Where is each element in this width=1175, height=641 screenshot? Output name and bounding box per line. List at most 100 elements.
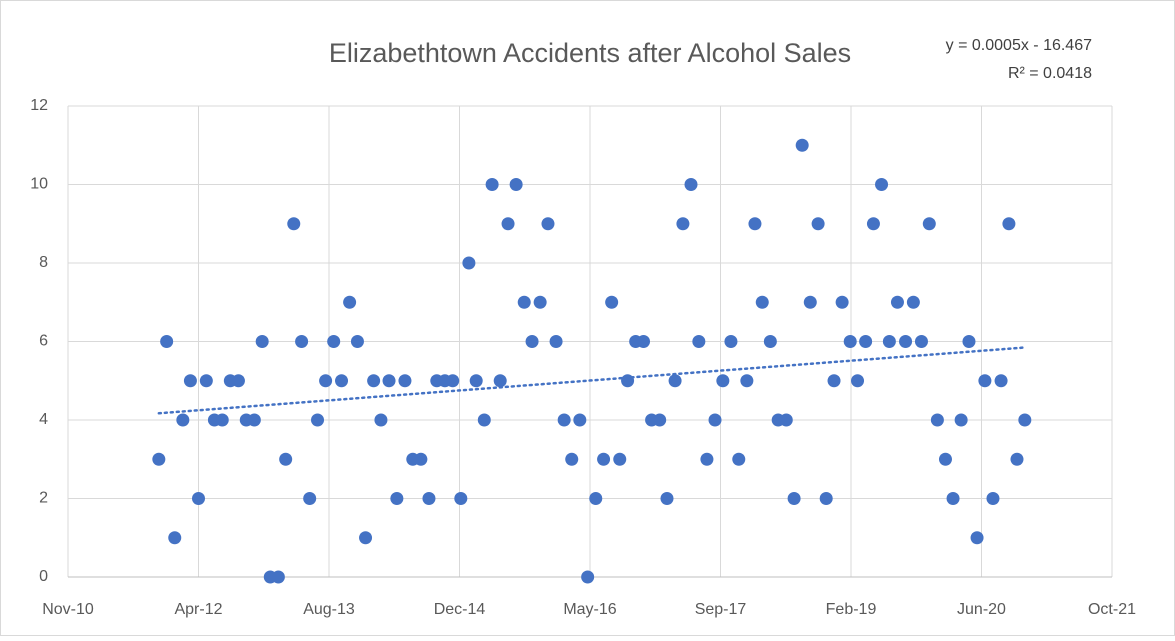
point: [676, 217, 690, 231]
point: [350, 335, 364, 348]
point: [303, 492, 317, 505]
point: [986, 492, 1000, 505]
point: [795, 138, 809, 152]
point: [692, 335, 706, 348]
x-tick-label: Sep-17: [695, 601, 747, 618]
trend-equation: y = 0.0005x - 16.467: [946, 37, 1092, 54]
point: [279, 452, 293, 466]
point: [565, 452, 579, 466]
point: [287, 217, 301, 231]
x-tick-label: Apr-12: [174, 601, 222, 618]
point: [763, 335, 777, 348]
point: [882, 335, 896, 348]
point: [168, 531, 182, 545]
point: [255, 335, 269, 348]
point: [668, 374, 682, 388]
point: [803, 295, 817, 309]
point: [748, 217, 762, 231]
point: [899, 335, 913, 348]
point: [398, 374, 412, 388]
point: [374, 413, 388, 427]
point: [779, 413, 793, 427]
point: [501, 217, 515, 231]
point: [724, 335, 738, 348]
point: [660, 492, 674, 505]
point: [890, 295, 904, 309]
point: [192, 492, 205, 505]
y-tick-label: 2: [39, 490, 48, 507]
point: [557, 413, 571, 427]
point: [859, 335, 873, 348]
point: [922, 217, 936, 231]
x-tick-label: Dec-14: [434, 601, 486, 618]
point: [295, 335, 309, 348]
point: [811, 217, 825, 231]
trend-r-squared: R² = 0.0418: [1008, 65, 1092, 82]
point: [517, 295, 531, 309]
y-tick-label: 12: [30, 97, 48, 114]
point: [732, 452, 746, 466]
point: [1002, 217, 1016, 231]
point: [835, 295, 849, 309]
point: [866, 217, 880, 231]
point: [533, 295, 547, 309]
point: [914, 335, 928, 348]
point: [271, 570, 285, 584]
point: [176, 413, 190, 427]
point: [938, 452, 952, 466]
point: [755, 295, 769, 309]
point: [231, 374, 245, 388]
point: [605, 295, 619, 309]
point: [414, 452, 428, 466]
point: [454, 492, 468, 505]
point: [319, 374, 333, 388]
point: [875, 178, 889, 191]
point: [740, 374, 754, 388]
point: [954, 413, 968, 427]
point: [843, 335, 857, 348]
point: [1018, 413, 1032, 427]
x-tick-label: Aug-13: [303, 601, 355, 618]
x-tick-label: Nov-10: [42, 601, 94, 618]
point: [684, 178, 698, 191]
point: [541, 217, 555, 231]
trendline: [157, 346, 1027, 415]
point: [716, 374, 730, 388]
point: [359, 531, 373, 545]
point: [327, 335, 341, 348]
point: [152, 452, 166, 466]
chart-title: Elizabethtown Accidents after Alcohol Sa…: [329, 38, 851, 68]
x-tick-label: May-16: [563, 601, 616, 618]
point: [1010, 452, 1024, 466]
point: [493, 374, 507, 388]
point: [581, 570, 595, 584]
point: [946, 492, 960, 505]
point: [367, 374, 381, 388]
point: [851, 374, 865, 388]
point: [390, 492, 404, 505]
point: [621, 374, 635, 388]
x-tick-label: Jun-20: [957, 601, 1006, 618]
point: [653, 413, 667, 427]
point: [589, 492, 603, 505]
point: [787, 492, 801, 505]
y-tick-label: 0: [39, 568, 48, 585]
point: [422, 492, 436, 505]
point: [708, 413, 722, 427]
point: [477, 413, 491, 427]
y-tick-label: 8: [39, 254, 48, 271]
point: [446, 374, 460, 388]
point: [469, 374, 483, 388]
point: [978, 374, 992, 388]
point: [382, 374, 396, 388]
point: [335, 374, 349, 388]
point: [199, 374, 213, 388]
point: [311, 413, 325, 427]
y-tick-label: 10: [30, 176, 48, 193]
point: [819, 492, 833, 505]
point: [970, 531, 984, 545]
point: [343, 295, 357, 309]
point: [597, 452, 611, 466]
y-tick-label: 6: [39, 333, 48, 350]
point: [462, 256, 476, 270]
